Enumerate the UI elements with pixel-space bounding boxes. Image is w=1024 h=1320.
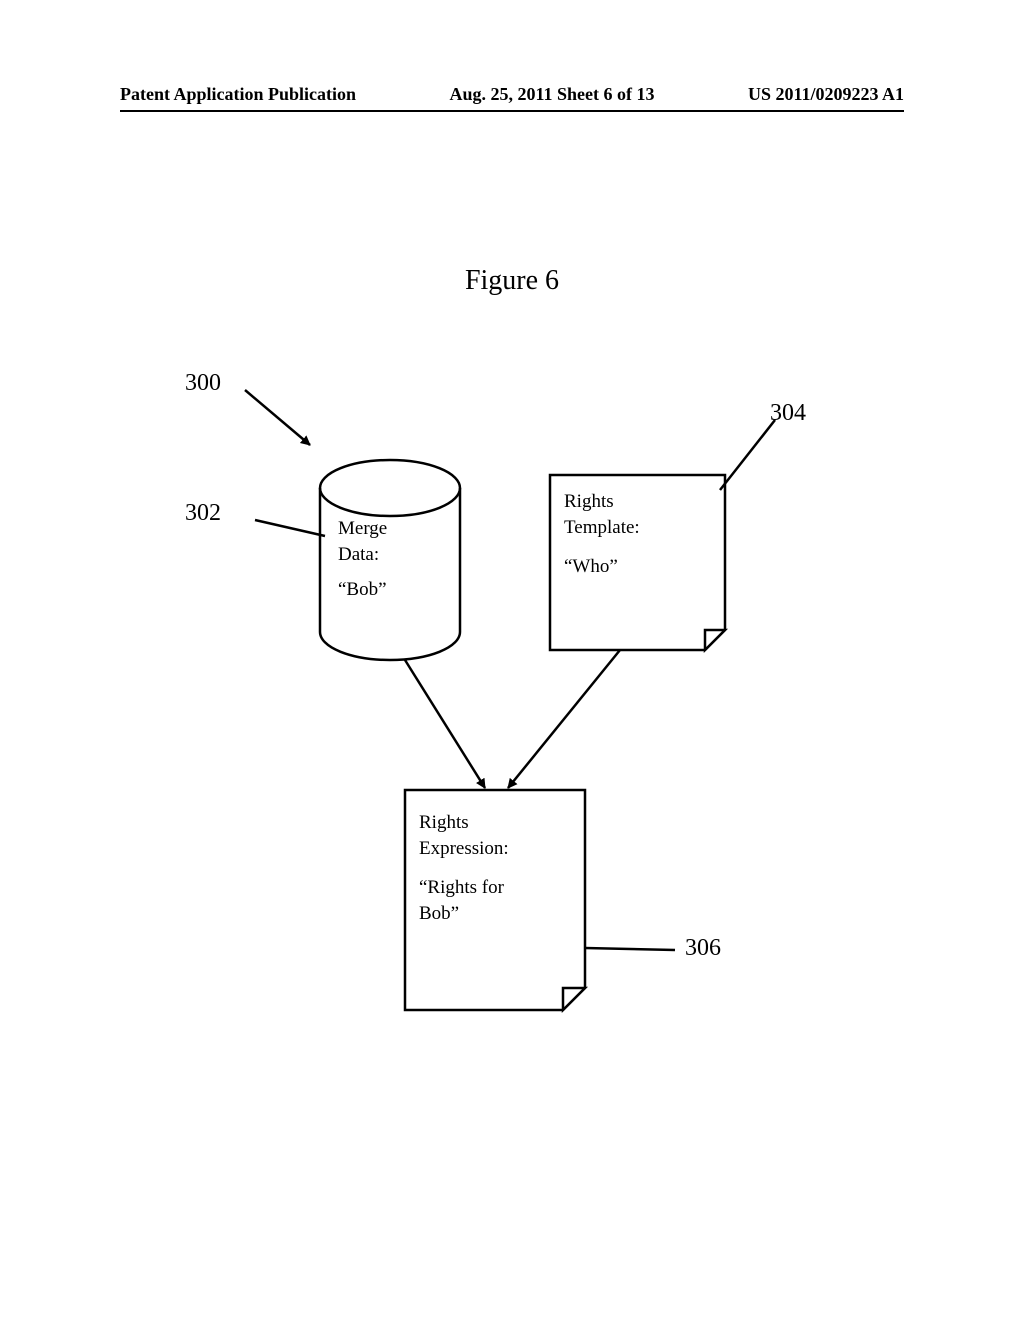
header-rule [120,110,904,112]
cylinder-line3: “Bob” [338,577,387,603]
expression-line2: Expression: [419,836,509,862]
template-line1: Rights [564,489,640,515]
expression-line3: “Rights for [419,875,509,901]
header-right: US 2011/0209223 A1 [748,84,904,105]
cylinder-text: Merge Data: “Bob” [338,516,387,603]
expression-text: Rights Expression: “Rights for Bob” [419,810,509,927]
template-line2: Template: [564,515,640,541]
figure-title: Figure 6 [0,265,1024,297]
template-text: Rights Template: “Who” [564,489,640,580]
diagram-container: 300 302 304 306 Merge Data: “Bob” Rights… [150,360,870,1060]
cylinder-line1: Merge [338,516,387,542]
label-300: 300 [185,370,221,397]
expression-line4: Bob” [419,901,509,927]
page-header: Patent Application Publication Aug. 25, … [0,84,1024,105]
label-306: 306 [685,935,721,962]
header-center: Aug. 25, 2011 Sheet 6 of 13 [449,84,654,105]
expression-line1: Rights [419,810,509,836]
diagram-svg [150,360,870,1060]
cylinder-line2: Data: [338,542,387,568]
label-302: 302 [185,500,221,527]
label-304: 304 [770,400,806,427]
header-left: Patent Application Publication [120,84,356,105]
template-line3: “Who” [564,554,640,580]
